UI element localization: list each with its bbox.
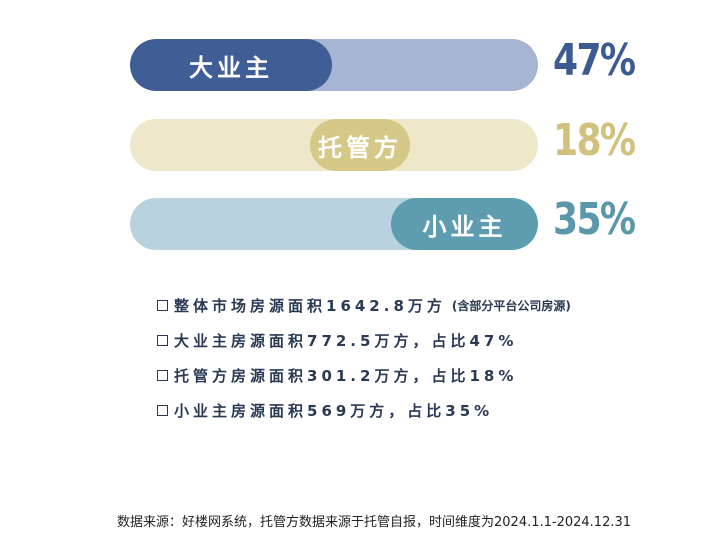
checkbox-icon	[157, 405, 168, 416]
bar-fill: 大业主	[130, 39, 332, 91]
checkbox-icon	[157, 300, 168, 311]
bar-track: 托管方	[130, 119, 538, 171]
percent-label: 47%	[553, 35, 636, 86]
note-text: 托管方房源面积301.2万方，占比18%	[174, 367, 518, 385]
percent-label: 18%	[553, 115, 636, 166]
note-text: 整体市场房源面积1642.8万方	[174, 297, 446, 315]
note-item: 整体市场房源面积1642.8万方 (含部分平台公司房源)	[157, 288, 571, 323]
data-source-note: 数据来源：好楼网系统，托管方数据来源于托管自报，时间维度为2024.1.1-20…	[117, 515, 632, 530]
checkbox-icon	[157, 335, 168, 346]
checkbox-icon	[157, 370, 168, 381]
bar-fill: 小业主	[391, 198, 538, 250]
note-text: 小业主房源面积569万方，占比35%	[174, 402, 494, 420]
bar-fill: 托管方	[310, 119, 410, 171]
note-item: 大业主房源面积772.5万方，占比47%	[157, 323, 571, 358]
bar-track: 大业主	[130, 39, 538, 91]
note-subtext: (含部分平台公司房源)	[451, 299, 571, 313]
percent-label: 35%	[553, 194, 636, 245]
note-text: 大业主房源面积772.5万方，占比47%	[174, 332, 518, 350]
bar-track: 小业主	[130, 198, 538, 250]
notes-list: 整体市场房源面积1642.8万方 (含部分平台公司房源) 大业主房源面积772.…	[157, 288, 571, 428]
note-item: 托管方房源面积301.2万方，占比18%	[157, 358, 571, 393]
note-item: 小业主房源面积569万方，占比35%	[157, 393, 571, 428]
